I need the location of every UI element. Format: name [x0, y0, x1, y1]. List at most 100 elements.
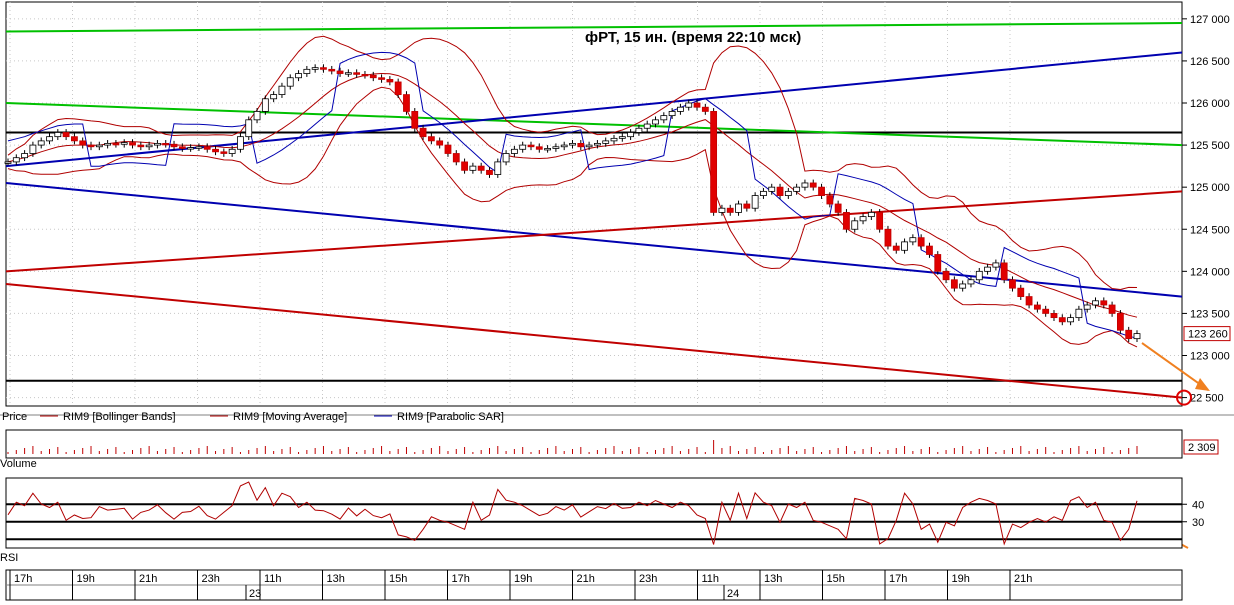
candle-body — [436, 140, 444, 146]
candle-body — [1058, 317, 1066, 323]
candle-body — [311, 67, 319, 70]
candle-body — [403, 94, 410, 112]
candle-body — [652, 119, 659, 125]
candle-body — [162, 142, 170, 146]
price-pane: фРТ, 15 ин. (время 22:10 мск) 127 000 126… — [4, 1, 1231, 549]
candle-body — [461, 161, 468, 171]
candle-body — [178, 146, 186, 149]
candle-body — [1009, 279, 1016, 289]
candle-body — [486, 169, 493, 175]
candle-body — [975, 270, 983, 281]
candle-body — [701, 106, 709, 112]
last-price-box — [1183, 326, 1231, 342]
rsi-tick-label: 40 — [1192, 499, 1204, 511]
candle-body — [718, 207, 726, 213]
candle-body — [743, 203, 751, 209]
candle-body — [710, 111, 718, 213]
forecast-arrow-head — [1195, 378, 1210, 391]
candle-body — [1092, 300, 1099, 306]
candle-body — [286, 77, 294, 87]
candle-body — [1083, 304, 1091, 310]
time-label: 19h — [77, 573, 95, 585]
trend-line — [5, 22, 1183, 33]
time-label: 15h — [389, 573, 407, 585]
parabolic-sar — [7, 51, 1138, 339]
candle-body — [527, 144, 535, 148]
chart-title: фРТ, 15 ин. (время 22:10 мск) — [585, 29, 801, 46]
candle-body — [635, 127, 643, 133]
candle-body — [610, 137, 618, 142]
candle-body — [29, 144, 37, 154]
last-price-label: 123 260 — [1188, 329, 1228, 341]
candle-body — [859, 216, 867, 222]
candle-body — [627, 132, 635, 138]
candle-body — [303, 68, 311, 74]
legend-price: Price — [2, 411, 27, 423]
date-label: 24 — [727, 588, 739, 600]
candle-body — [793, 186, 801, 192]
candle-body — [967, 279, 975, 285]
price-tick-label: 123 500 — [1190, 308, 1230, 320]
time-label: 21h — [1014, 573, 1032, 585]
legend-moving-average: RIM9 [Moving Average] — [233, 411, 347, 423]
candle-body — [353, 72, 361, 75]
candle-body — [884, 228, 892, 247]
candle-body — [577, 142, 585, 148]
candle-body — [901, 241, 908, 251]
price-tick-label: 125 500 — [1190, 140, 1230, 152]
price-tick-label: 127 000 — [1190, 14, 1230, 26]
candle-body — [245, 119, 253, 138]
rsi-tick-label: 30 — [1192, 517, 1204, 529]
candle-body — [71, 136, 78, 142]
volume-pane: 2 309 Volume — [0, 429, 1219, 470]
volume-last-label: 2 309 — [1188, 442, 1216, 454]
candle-body — [477, 165, 485, 171]
time-label: 23h — [639, 573, 657, 585]
price-tick-label: 22 500 — [1190, 393, 1224, 405]
candle-body — [519, 144, 527, 150]
time-label: 17h — [889, 573, 907, 585]
candle-body — [942, 270, 950, 281]
target-circle — [1176, 389, 1192, 406]
time-label: 17h — [452, 573, 470, 585]
candle-body — [668, 111, 676, 117]
candle-body — [154, 142, 161, 146]
candle-body — [984, 266, 991, 272]
candle-body — [270, 94, 278, 100]
candle-body — [510, 148, 518, 154]
candle-body — [120, 142, 128, 145]
candle-body — [145, 144, 153, 148]
candle-body — [62, 132, 70, 138]
candle-body — [602, 140, 610, 144]
bollinger-upper — [7, 35, 1138, 291]
candle-body — [867, 212, 875, 218]
candle-body — [220, 151, 228, 154]
candle-body — [237, 136, 244, 150]
legend-parabolic-sar: RIM9 [Parabolic SAR] — [397, 411, 504, 423]
candle-body — [909, 237, 917, 243]
candle-body — [809, 182, 817, 188]
candle-body — [1017, 287, 1025, 297]
price-axis: 127 000 126 500 126 000 125 500 125 000 124 5… — [1182, 14, 1231, 405]
candle-body — [544, 148, 551, 151]
candle-body — [419, 127, 427, 138]
candle-body — [295, 73, 302, 79]
candle-body — [4, 161, 12, 164]
candle-body — [693, 102, 701, 108]
candle-body — [278, 85, 286, 95]
candle-body — [494, 161, 502, 175]
candle-body — [1075, 308, 1083, 319]
candle-body — [320, 67, 327, 70]
candle-body — [594, 142, 601, 146]
candle-body — [892, 245, 900, 251]
candle-body — [1125, 329, 1133, 340]
indicator-lines — [7, 35, 1138, 348]
candle-body — [203, 146, 211, 150]
candle-body — [552, 146, 560, 149]
volume-bars — [7, 440, 1138, 454]
candle-body — [378, 77, 385, 80]
candle-body — [934, 254, 942, 272]
candle-body — [801, 182, 809, 188]
candle-body — [394, 81, 402, 95]
